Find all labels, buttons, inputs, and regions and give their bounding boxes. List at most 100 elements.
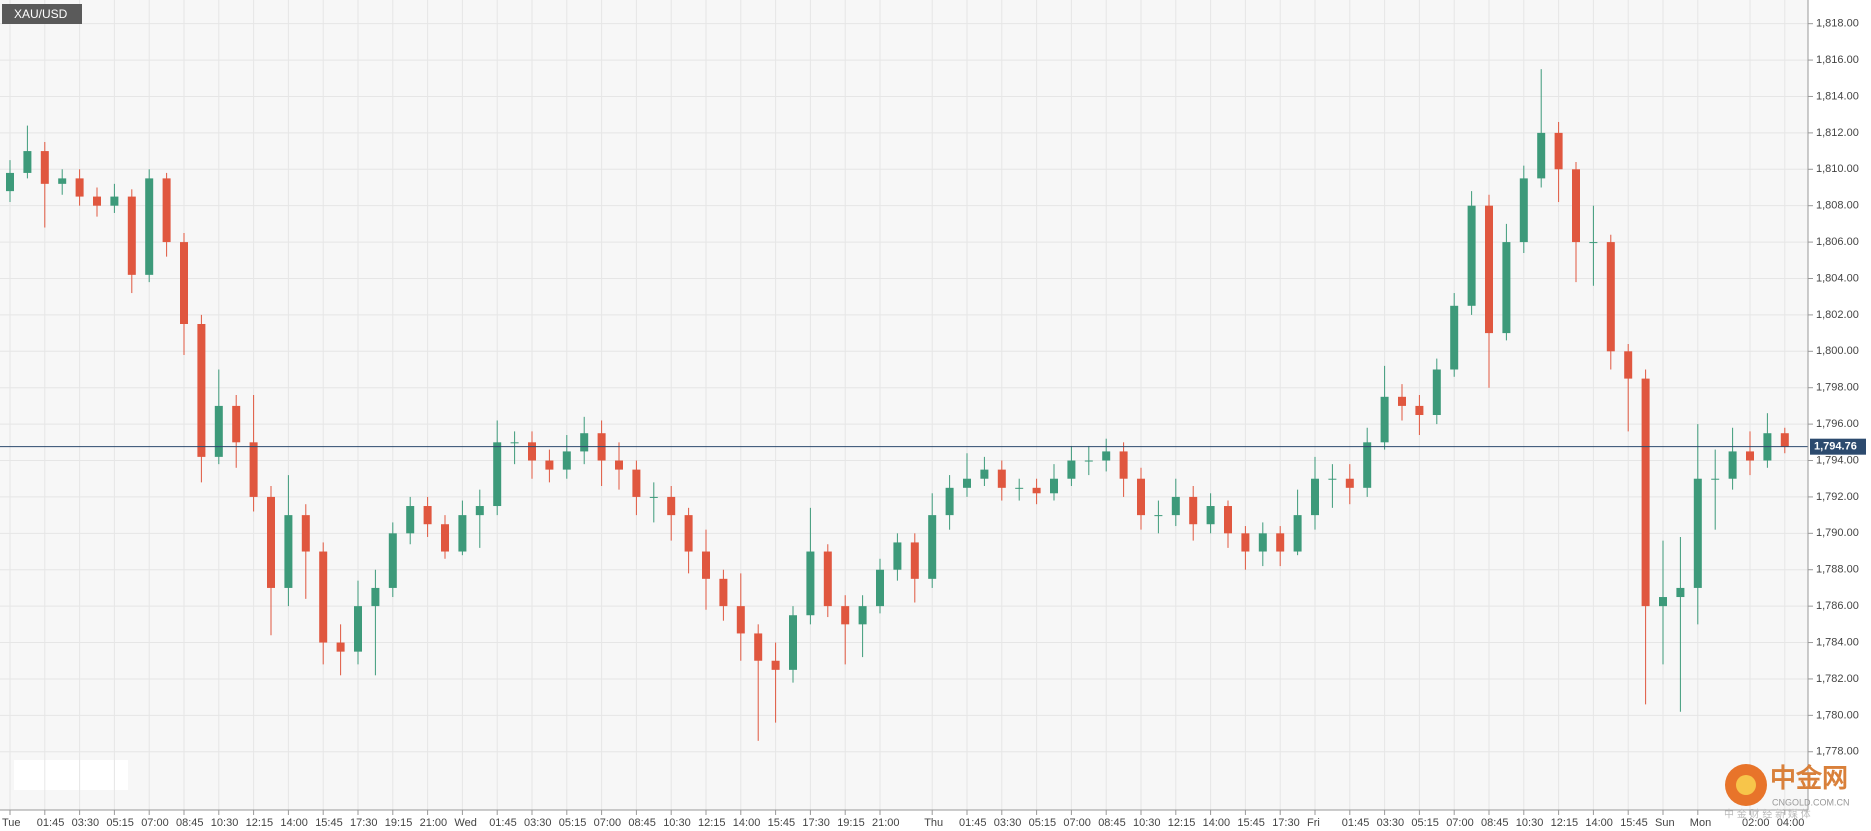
x-tick-label: 10:30 [211, 817, 239, 829]
x-tick-label: 08:45 [1098, 817, 1126, 829]
candle-body [319, 551, 328, 643]
candle-body [1171, 496, 1180, 516]
candle-body [1380, 396, 1389, 443]
x-tick-label: 21:00 [872, 817, 900, 829]
x-tick-label: 14:00 [280, 817, 308, 829]
x-tick-label: 02:00 [1742, 817, 1770, 829]
x-tick-label: 12:15 [1168, 817, 1196, 829]
x-tick-label: Thu [924, 817, 943, 829]
candle-body [1728, 451, 1737, 479]
candle-body [1224, 506, 1232, 534]
candle-body [1746, 451, 1754, 461]
candle-body [1711, 478, 1720, 480]
candle-body [180, 242, 188, 324]
chart-title: XAU/USD [14, 7, 68, 21]
y-tick-label: 1,806.00 [1816, 236, 1859, 248]
x-tick-label: 08:45 [1481, 817, 1509, 829]
x-tick-label: 15:45 [315, 817, 343, 829]
x-tick-label: 15:45 [768, 817, 796, 829]
x-tick-label: 12:15 [1551, 817, 1579, 829]
candle-body [1258, 533, 1267, 552]
x-tick-label: 03:30 [994, 817, 1022, 829]
x-tick-label: 08:45 [176, 817, 204, 829]
candle-body [806, 551, 815, 616]
candle-body [1624, 351, 1633, 379]
candle-body [1485, 205, 1493, 334]
candle-body [1363, 442, 1372, 488]
candle-body [1659, 597, 1667, 607]
x-tick-label: 05:15 [559, 817, 587, 829]
candle-body [928, 515, 937, 579]
candle-body [893, 542, 902, 570]
last-price-box [1810, 438, 1866, 455]
candle-body [1276, 533, 1285, 552]
candle-body [214, 405, 223, 457]
candle-body [545, 460, 554, 470]
y-tick-label: 1,808.00 [1816, 200, 1859, 212]
y-tick-label: 1,788.00 [1816, 564, 1859, 576]
x-tick-label: Wed [454, 817, 476, 829]
candle-body [1311, 478, 1319, 516]
x-tick-label: 15:45 [1620, 817, 1648, 829]
candle-body [284, 515, 293, 588]
candle-body [40, 151, 49, 184]
x-tick-label: 14:00 [1203, 817, 1231, 829]
y-tick-label: 1,816.00 [1816, 54, 1859, 66]
candle-body [841, 606, 850, 625]
x-tick-label: 07:00 [141, 817, 169, 829]
x-tick-label: 07:00 [1446, 817, 1474, 829]
candle-body [1015, 487, 1024, 489]
candle-body [1676, 587, 1685, 598]
candle-body [1780, 433, 1789, 447]
y-tick-label: 1,800.00 [1816, 345, 1859, 357]
x-tick-label: 07:00 [594, 817, 622, 829]
y-tick-label: 1,804.00 [1816, 272, 1859, 284]
candle-body [1345, 478, 1354, 488]
y-tick-label: 1,786.00 [1816, 600, 1859, 612]
candle-body [1398, 396, 1406, 406]
x-tick-label: 17:30 [1272, 817, 1300, 829]
candle-body [736, 606, 745, 634]
candle-body [1467, 205, 1476, 306]
candle-body [632, 469, 641, 497]
x-tick-label: 01:45 [37, 817, 65, 829]
x-tick-label: 05:15 [1411, 817, 1439, 829]
candle-body [528, 442, 536, 461]
candle-body [876, 569, 884, 607]
x-tick-label: Fri [1307, 817, 1320, 829]
brand: 中金网 [1770, 763, 1848, 793]
candle-body [510, 442, 519, 444]
x-tick-label: 19:15 [837, 817, 865, 829]
candle-body [1154, 515, 1163, 517]
y-tick-label: 1,792.00 [1816, 491, 1859, 503]
x-tick-label: 14:00 [1585, 817, 1613, 829]
candle-body [1067, 460, 1076, 479]
candle-body [1415, 405, 1424, 416]
x-tick-label: 12:15 [246, 817, 274, 829]
y-tick-label: 1,814.00 [1816, 90, 1859, 102]
candle-body [1032, 487, 1041, 494]
last-price-label: 1,794.76 [1814, 441, 1857, 453]
x-tick-label: 14:00 [733, 817, 761, 829]
candle-body [1606, 242, 1615, 352]
candle-body [1554, 132, 1563, 170]
candle-body [58, 178, 67, 184]
x-tick-label: 01:45 [959, 817, 987, 829]
candle-body [23, 151, 32, 173]
candle-body [301, 515, 310, 552]
candle-body [493, 442, 502, 507]
candle-body [649, 496, 658, 498]
candle-body [423, 506, 432, 525]
candle-body [702, 551, 710, 579]
candle-body [127, 196, 136, 275]
x-tick-label: Sun [1655, 817, 1675, 829]
candle-body [441, 524, 449, 552]
candle-body [1589, 242, 1598, 244]
candle-body [963, 478, 971, 488]
x-tick-label: 08:45 [628, 817, 656, 829]
candle-body [197, 324, 206, 457]
y-tick-label: 1,780.00 [1816, 709, 1859, 721]
candle-body [562, 451, 571, 470]
